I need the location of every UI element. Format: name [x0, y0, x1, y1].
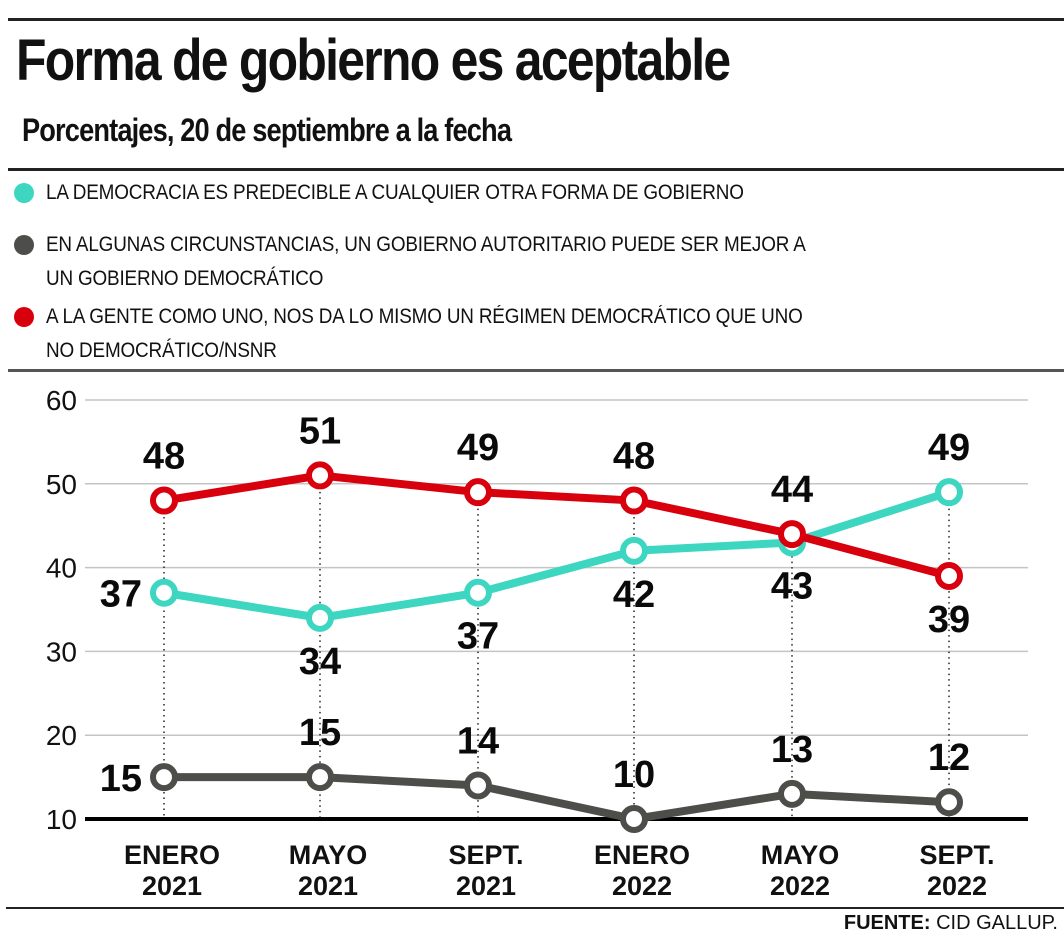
data-label: 14: [457, 720, 499, 762]
data-point: [150, 578, 178, 607]
data-label: 48: [613, 436, 655, 478]
series-line: [160, 773, 953, 823]
series-line: [160, 488, 953, 622]
data-label: 49: [928, 427, 970, 469]
gridlines: [85, 399, 1028, 736]
legend-label: A LA GENTE COMO UNO, NOS DA LO MISMO UN …: [46, 300, 803, 368]
header-rule: [8, 168, 1064, 171]
data-label: 42: [613, 574, 655, 616]
data-label: 44: [771, 469, 813, 511]
x-tick-label: SEPT.: [919, 840, 994, 870]
data-label: 10: [613, 754, 655, 796]
data-label: 48: [143, 436, 185, 478]
x-tick-label: MAYO: [761, 840, 840, 870]
data-labels: 37 34 37 42 43 49 15 15 14 10 13 12 48 51 49 48 44 39: [100, 410, 970, 800]
data-point: [464, 478, 492, 507]
legend-label-line: NO DEMOCRÁTICO/NSNR: [46, 339, 277, 362]
y-tick-label: 60: [46, 385, 77, 416]
legend-rule: [8, 369, 1064, 372]
x-tick-label: 2021: [456, 871, 516, 901]
data-point: [620, 805, 648, 833]
x-tick-label: 2021: [142, 871, 202, 901]
chart-title: Forma de gobierno es aceptable: [16, 28, 731, 93]
data-point: [620, 486, 648, 515]
legend-label: EN ALGUNAS CIRCUNSTANCIAS, UN GOBIERNO A…: [46, 228, 806, 296]
data-label: 37: [100, 574, 142, 616]
data-label: 37: [457, 616, 499, 658]
circle-dot-icon: [14, 235, 34, 255]
x-tick-label: SEPT.: [448, 840, 523, 870]
data-point: [306, 763, 334, 792]
data-point: [306, 461, 334, 490]
data-point: [464, 578, 492, 607]
line-chart: 102030405060ENERO2021MAYO2021SEPT.2021EN…: [46, 385, 1028, 901]
legend-label-line: EN ALGUNAS CIRCUNSTANCIAS, UN GOBIERNO A…: [46, 233, 806, 256]
legend-item-democracy-preferable: LA DEMOCRACIA ES PREDECIBLE A CUALQUIER …: [14, 176, 821, 210]
source-label: FUENTE:: [843, 912, 931, 934]
legend-label-line: LA DEMOCRACIA ES PREDECIBLE A CUALQUIER …: [46, 181, 744, 204]
source-value: CID GALLUP.: [930, 912, 1058, 934]
y-tick-label: 50: [46, 469, 77, 500]
chart-subtitle: Porcentajes, 20 de septiembre a la fecha: [22, 112, 512, 148]
data-label: 39: [928, 599, 970, 641]
x-tick-label: MAYO: [289, 840, 368, 870]
data-point: [935, 788, 963, 817]
x-tick-label: 2022: [770, 871, 830, 901]
data-point: [620, 536, 648, 565]
data-label: 43: [771, 565, 813, 607]
x-tick-label: 2021: [298, 871, 358, 901]
data-label: 34: [299, 641, 341, 683]
legend-item-authoritarian-better: EN ALGUNAS CIRCUNSTANCIAS, UN GOBIERNO A…: [14, 228, 890, 296]
circle-dot-icon: [14, 307, 34, 327]
footer-rule: [6, 907, 1064, 909]
data-label: 51: [299, 410, 341, 452]
series-lines: [150, 461, 963, 833]
x-axis: 102030405060ENERO2021MAYO2021SEPT.2021EN…: [46, 385, 1028, 901]
data-label: 15: [299, 712, 341, 754]
y-tick-label: 40: [46, 553, 77, 584]
data-point: [150, 763, 178, 792]
series-line: [160, 471, 953, 580]
source-note: FUENTE: CID GALLUP.: [844, 912, 1058, 935]
y-tick-label: 20: [46, 720, 77, 751]
data-point: [778, 779, 806, 808]
data-point: [778, 520, 806, 549]
top-rule: [8, 18, 1064, 21]
data-point: [935, 561, 963, 590]
data-point: [150, 486, 178, 515]
legend-label: LA DEMOCRACIA ES PREDECIBLE A CUALQUIER …: [46, 176, 744, 210]
x-tick-label: ENERO: [594, 840, 690, 870]
x-tick-label: 2022: [927, 871, 987, 901]
data-label: 12: [928, 737, 970, 779]
legend-item-indifferent: A LA GENTE COMO UNO, NOS DA LO MISMO UN …: [14, 300, 887, 368]
x-tick-label: ENERO: [124, 840, 220, 870]
data-point: [935, 478, 963, 507]
y-tick-label: 10: [46, 804, 77, 835]
data-label: 15: [100, 758, 142, 800]
x-tick-label: 2022: [612, 871, 672, 901]
legend-label-line: A LA GENTE COMO UNO, NOS DA LO MISMO UN …: [46, 305, 803, 328]
y-tick-label: 30: [46, 636, 77, 667]
legend-label-line: UN GOBIERNO DEMOCRÁTICO: [46, 267, 324, 290]
circle-dot-icon: [14, 183, 34, 203]
data-point: [464, 771, 492, 800]
data-label: 13: [771, 729, 813, 771]
data-label: 49: [457, 427, 499, 469]
data-point: [306, 603, 334, 632]
